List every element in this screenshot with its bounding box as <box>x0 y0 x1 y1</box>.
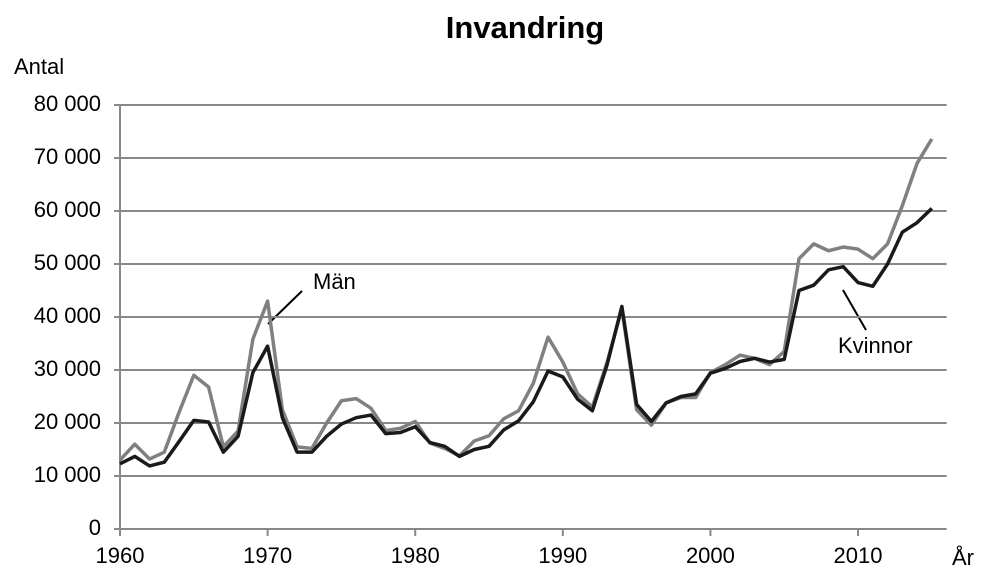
y-tick-label: 40 000 <box>34 303 101 328</box>
x-tick-label: 1960 <box>96 543 145 568</box>
y-tick-label: 20 000 <box>34 409 101 434</box>
y-tick-label: 70 000 <box>34 144 101 169</box>
series-label: Män <box>313 269 356 294</box>
x-tick-label: 1990 <box>538 543 587 568</box>
x-tick-label: 1970 <box>243 543 292 568</box>
x-tick-label: 1980 <box>391 543 440 568</box>
y-tick-label: 10 000 <box>34 462 101 487</box>
y-axis-label: Antal <box>14 54 64 79</box>
y-tick-label: 50 000 <box>34 250 101 275</box>
y-tick-label: 30 000 <box>34 356 101 381</box>
x-tick-label: 2010 <box>834 543 883 568</box>
series-label: Kvinnor <box>838 333 913 358</box>
series-line <box>118 138 934 462</box>
y-tick-label: 60 000 <box>34 197 101 222</box>
series-line <box>119 207 934 468</box>
y-tick-label: 0 <box>89 515 101 540</box>
y-tick-label: 80 000 <box>34 91 101 116</box>
x-tick-label: 2000 <box>686 543 735 568</box>
chart-title: Invandring <box>446 10 604 45</box>
leader-line <box>842 289 867 331</box>
leader-line <box>267 290 303 325</box>
x-axis-label: År <box>952 545 974 570</box>
